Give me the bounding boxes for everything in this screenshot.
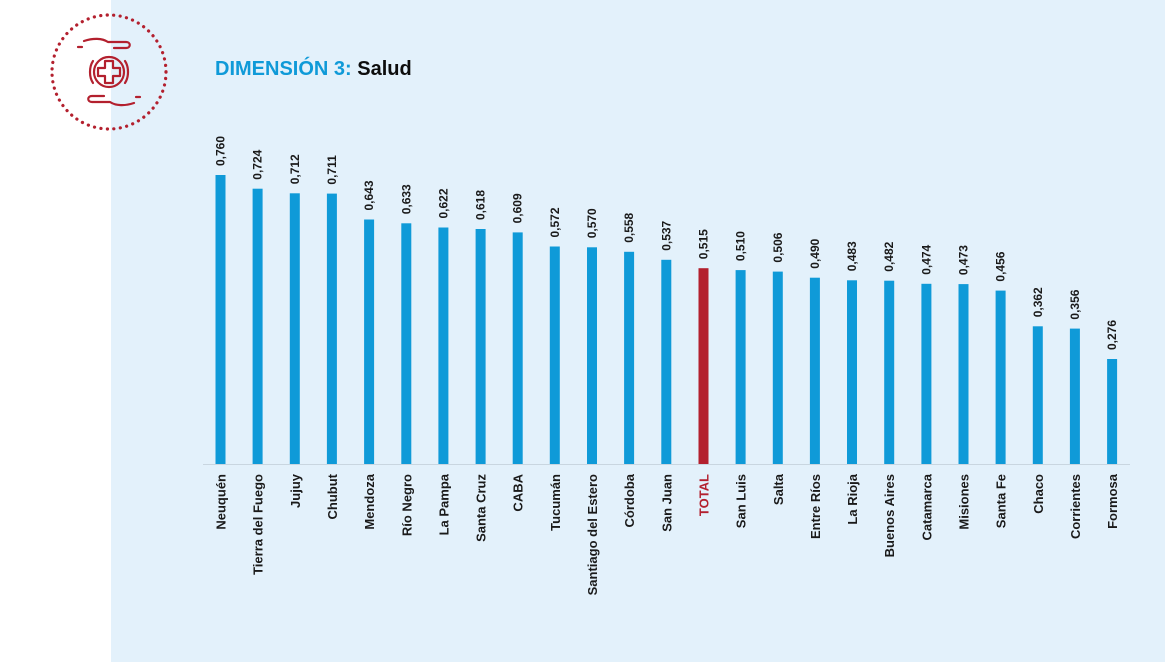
- category-label: Corrientes: [1068, 474, 1083, 539]
- category-label: Misiones: [957, 474, 972, 530]
- bar: [512, 232, 523, 464]
- dimension-number: DIMENSIÓN 3:: [215, 58, 352, 80]
- category-label-total: TOTAL: [697, 474, 712, 516]
- category-label: Buenos Aires: [882, 474, 897, 557]
- bar: [1069, 328, 1080, 464]
- bar: [1107, 359, 1118, 464]
- category-label: Chaco: [1031, 474, 1046, 514]
- value-label: 0,510: [734, 231, 748, 261]
- bar-total: [698, 268, 709, 464]
- bar: [364, 219, 375, 464]
- bar: [884, 280, 895, 464]
- bar: [475, 229, 486, 464]
- value-label: 0,276: [1105, 320, 1119, 350]
- bar: [847, 280, 857, 464]
- category-label: Formosa: [1105, 473, 1120, 529]
- value-label: 0,711: [325, 155, 339, 185]
- value-label: 0,362: [1031, 287, 1045, 317]
- category-label: San Juan: [659, 474, 674, 532]
- category-label: Neuquén: [214, 474, 229, 530]
- bar: [921, 283, 932, 464]
- bar: [215, 175, 226, 464]
- category-label: Santa Fe: [994, 474, 1009, 528]
- category-label: Santiago del Estero: [585, 474, 600, 595]
- value-label: 0,643: [362, 180, 376, 210]
- category-label: Córdoba: [622, 473, 637, 527]
- category-label: Chubut: [325, 473, 340, 519]
- value-label: 0,506: [771, 232, 785, 262]
- bar: [735, 270, 746, 464]
- category-label: Tucumán: [548, 474, 563, 531]
- value-label: 0,456: [994, 251, 1008, 281]
- category-label: Salta: [771, 473, 786, 505]
- value-label: 0,515: [697, 229, 711, 259]
- bar: [289, 193, 300, 465]
- category-label: Santa Cruz: [474, 474, 489, 542]
- category-label: CABA: [511, 473, 526, 511]
- value-label: 0,558: [622, 212, 636, 242]
- value-label: 0,622: [436, 188, 450, 218]
- category-label: San Luis: [734, 474, 749, 528]
- value-label: 0,482: [882, 241, 896, 271]
- category-label: La Pampa: [436, 473, 451, 535]
- value-label: 0,760: [214, 136, 228, 166]
- bar: [326, 193, 337, 464]
- value-label: 0,356: [1068, 289, 1082, 319]
- value-label: 0,633: [399, 184, 413, 214]
- bar: [549, 246, 560, 464]
- bar: [995, 290, 1006, 464]
- value-label: 0,572: [548, 207, 562, 237]
- dimension-heading: DIMENSIÓN 3: Salud: [215, 58, 412, 81]
- value-label: 0,609: [511, 193, 525, 223]
- bar: [958, 284, 969, 464]
- bar: [772, 271, 783, 464]
- chart-panel: [111, 0, 1165, 662]
- care-hands-cross-icon: [50, 13, 168, 131]
- category-label: Tierra del Fuego: [251, 474, 266, 575]
- bar: [438, 227, 449, 464]
- value-label: 0,483: [845, 241, 859, 271]
- value-label: 0,724: [251, 149, 265, 179]
- value-label: 0,570: [585, 208, 599, 238]
- dimension-title: Salud: [357, 58, 412, 80]
- value-label: 0,473: [957, 245, 971, 275]
- bar: [1032, 326, 1043, 464]
- value-label: 0,618: [474, 190, 488, 220]
- category-label: Río Negro: [399, 474, 414, 536]
- bar: [252, 188, 263, 464]
- category-label: La Rioja: [845, 473, 860, 524]
- value-label: 0,537: [659, 220, 673, 250]
- bar: [809, 277, 820, 464]
- category-label: Jujuy: [288, 473, 303, 508]
- category-label: Catamarca: [919, 473, 934, 540]
- category-label: Entre Ríos: [808, 474, 823, 539]
- bar: [587, 247, 597, 464]
- bar: [624, 251, 635, 464]
- bar: [661, 259, 672, 464]
- value-label: 0,712: [288, 154, 302, 184]
- bar: [401, 223, 412, 464]
- value-label: 0,474: [919, 244, 933, 274]
- value-label: 0,490: [808, 238, 822, 268]
- category-label: Mendoza: [362, 473, 377, 529]
